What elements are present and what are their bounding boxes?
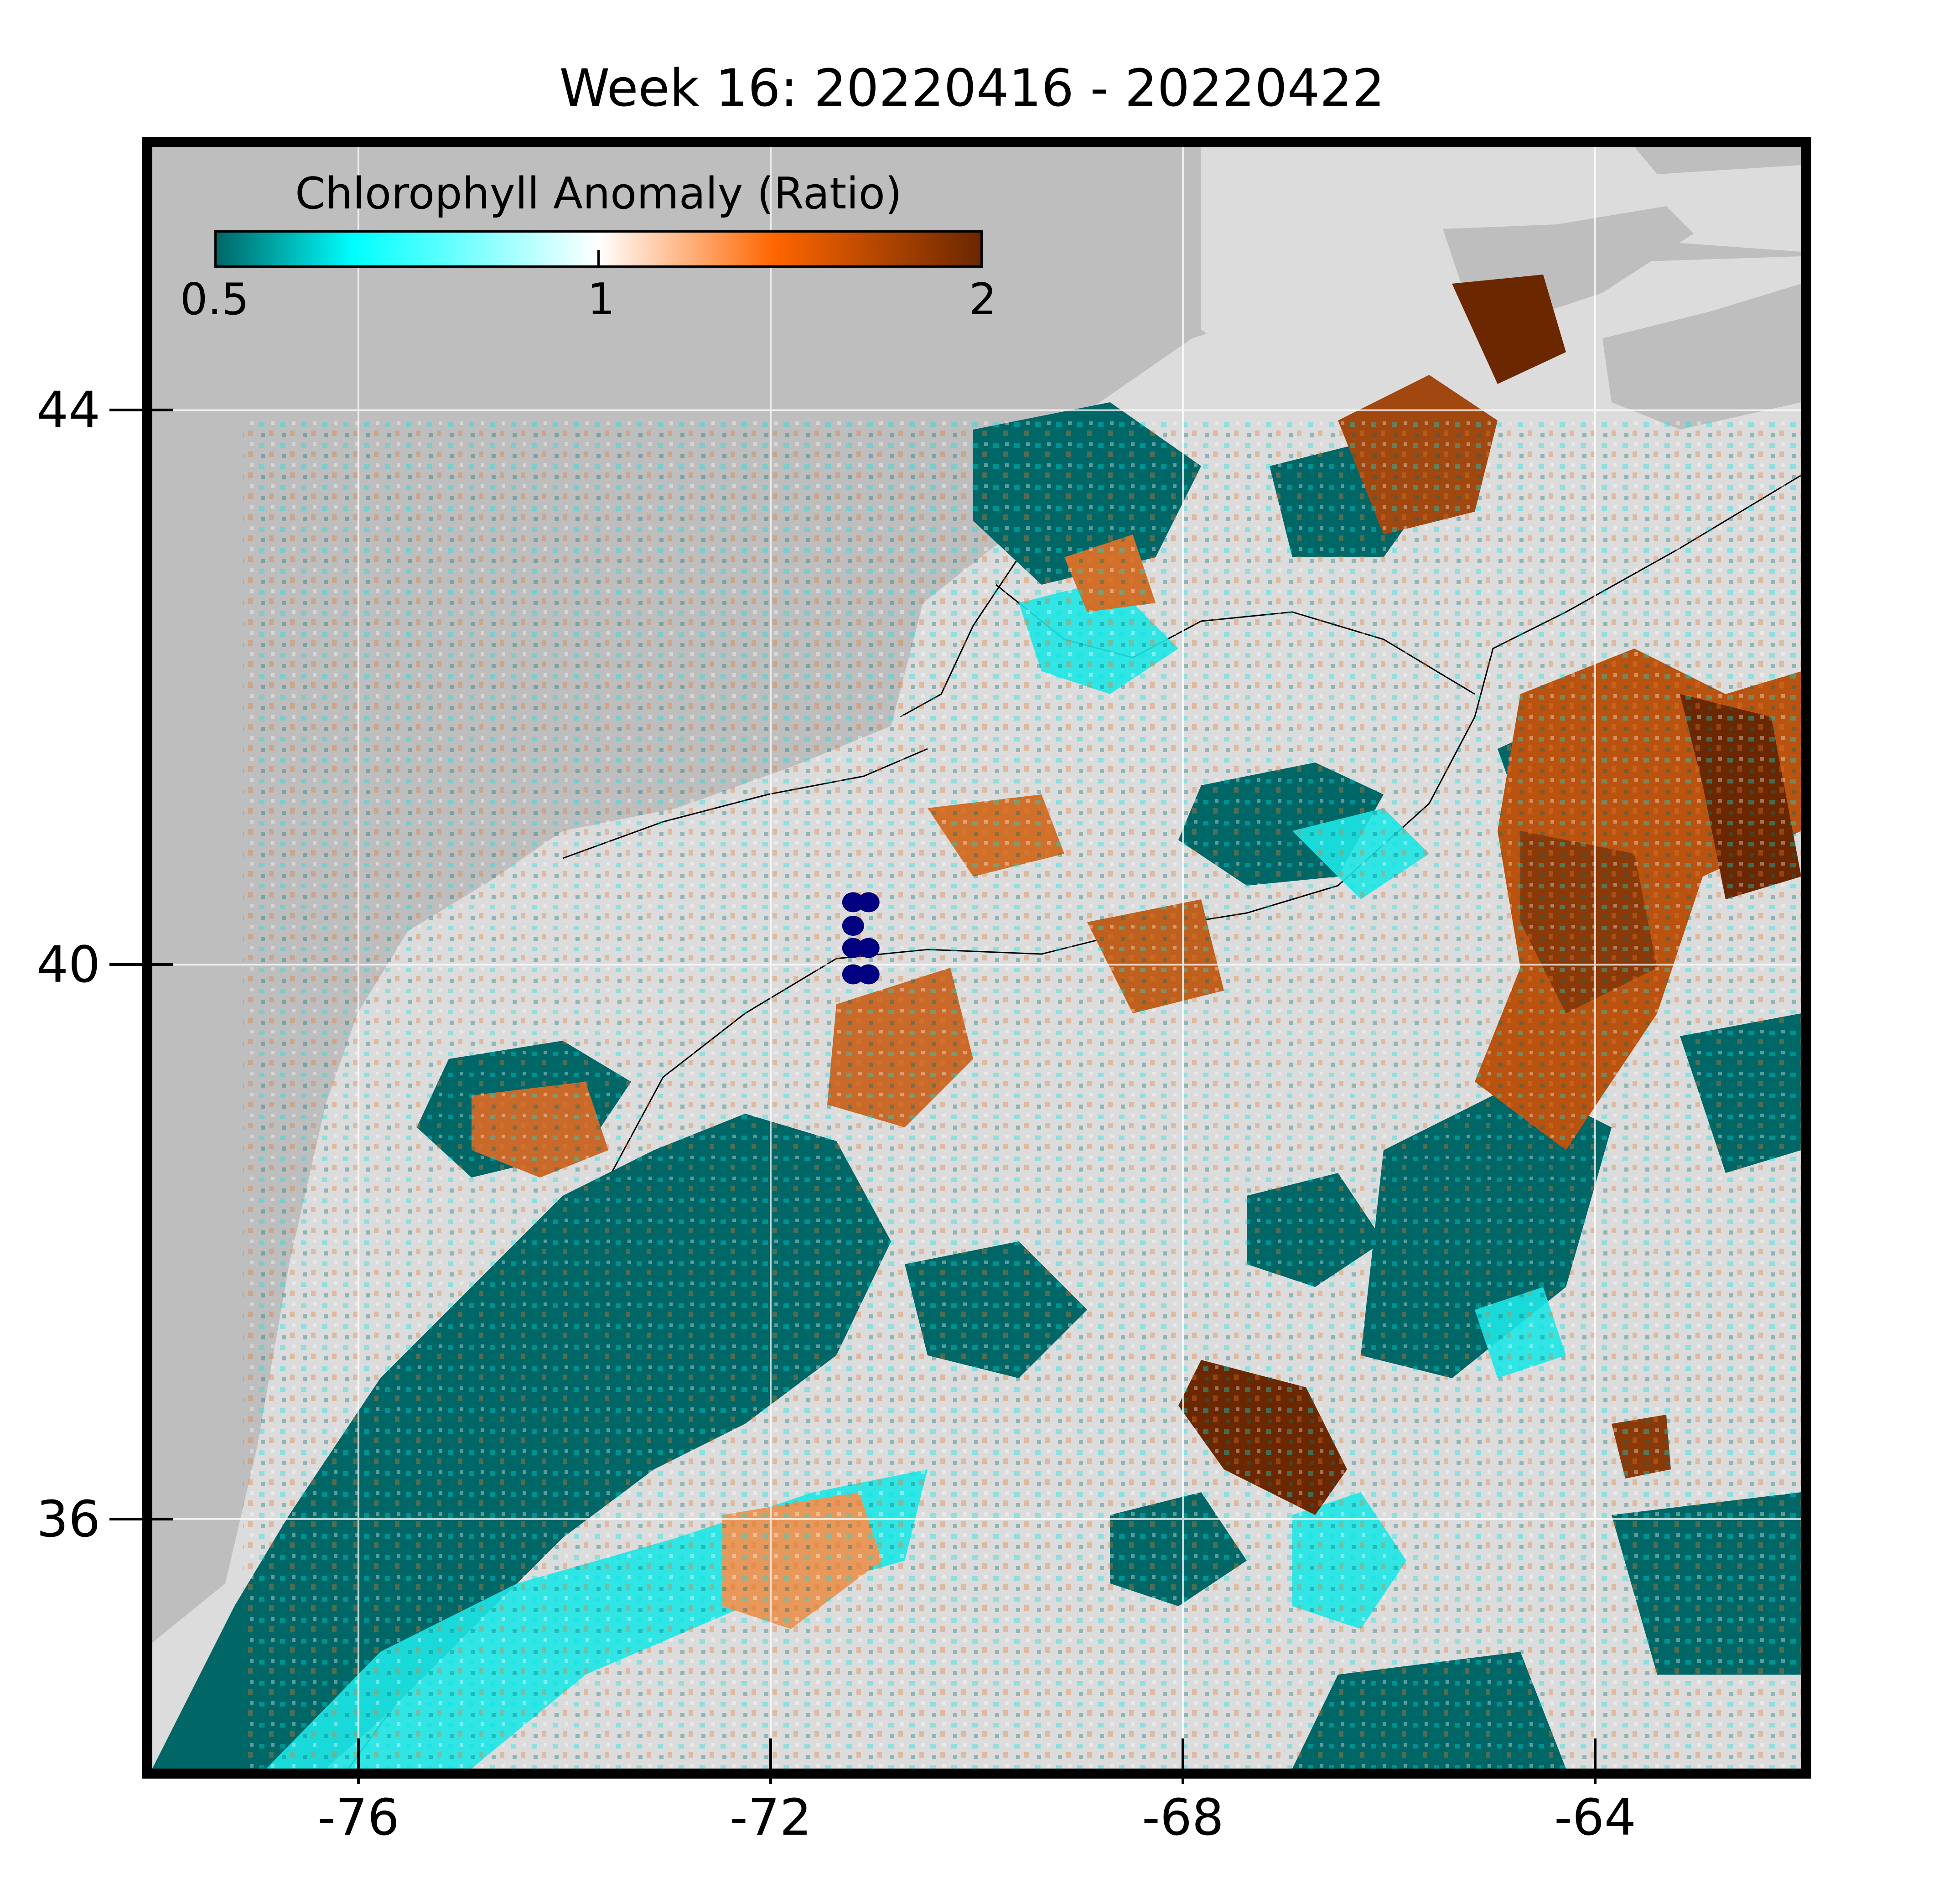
x-tick [357,1738,360,1784]
colorbar-title: Chlorophyll Anomaly (Ratio) [295,169,902,219]
land-mass [1634,147,1801,174]
x-tick [1594,1738,1597,1784]
x-tick-label: -68 [1142,1788,1224,1847]
map-title: Week 16: 20220416 - 20220422 [559,59,1385,118]
colorbar-tick-max: 2 [969,275,997,325]
x-tick-label: -72 [730,1788,812,1847]
y-tick [109,409,173,412]
land-mass [1602,284,1801,430]
gridlines [152,147,1801,1769]
stations [842,892,880,985]
data-speckle [244,420,1801,1769]
station-marker [857,892,880,913]
colorbar-tick-min: 0.5 [180,275,249,325]
x-tick [1182,1738,1184,1784]
colorbar-tick-mid: 1 [587,275,615,325]
x-tick [769,1738,772,1784]
station-marker [857,938,880,958]
y-tick [109,963,173,966]
x-tick-label: -76 [317,1788,399,1847]
map-canvas [152,147,1801,1769]
station-marker [842,938,864,958]
station-marker [842,964,864,985]
station-marker [857,964,880,985]
station-marker [842,892,864,913]
map-frame [142,137,1811,1779]
station-marker [842,916,864,936]
x-tick-label: -64 [1554,1788,1636,1847]
colorbar-mid-tick [597,250,600,266]
y-tick-label: 36 [36,1489,100,1548]
y-tick [109,1517,173,1520]
y-tick-label: 44 [36,381,100,440]
y-tick-label: 40 [36,935,100,994]
